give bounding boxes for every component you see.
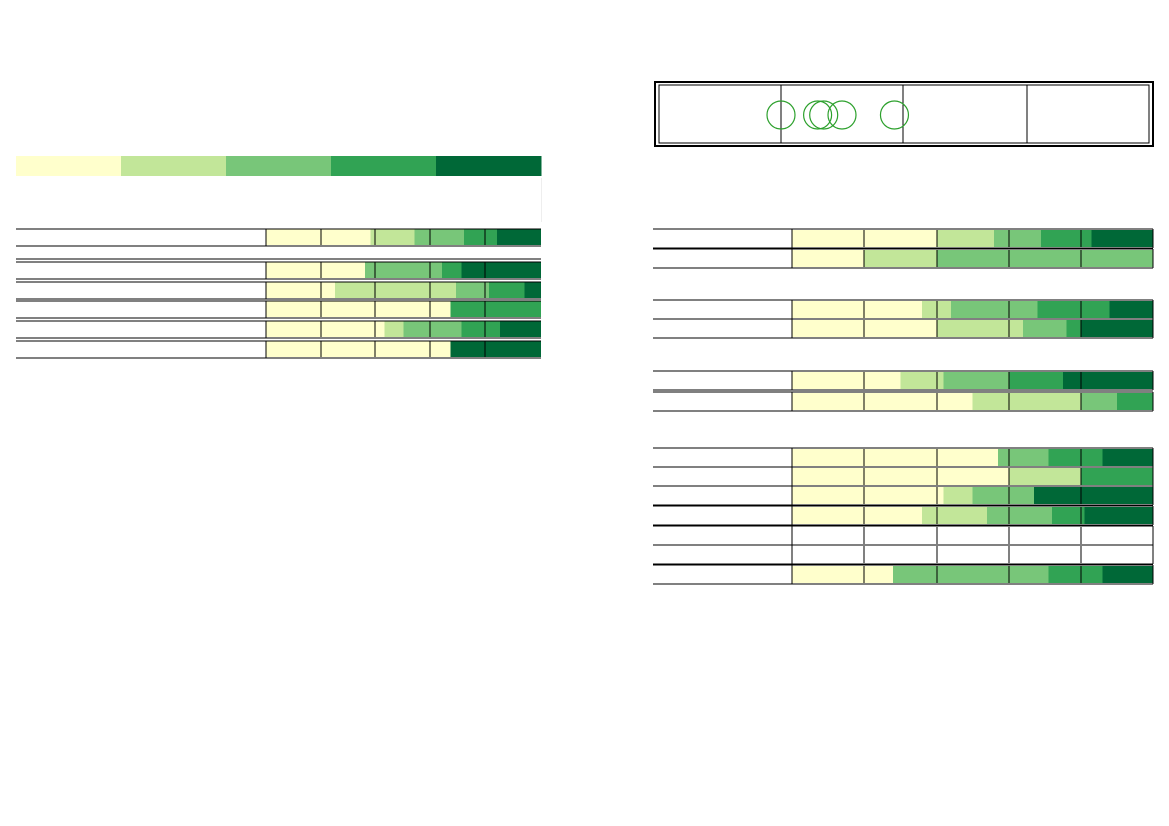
right-bar-g1-r1-segment-4 [1041, 230, 1092, 247]
right-bar-g2-r1-segment-5 [1109, 301, 1153, 318]
right-bar-g4-r2-segment-3 [1080, 468, 1153, 485]
legend-swatch-3 [226, 156, 332, 176]
left-bar-3-segment-1 [266, 262, 365, 278]
right-bar-g4-r7-segment-1 [792, 566, 894, 583]
table-inner-border [658, 84, 1150, 144]
right-bar-g4-r3-segment-3 [972, 487, 1034, 504]
right-bar-g3-r1-segment-1 [792, 372, 901, 389]
left-bar-1-segment-1 [266, 229, 371, 245]
right-bar-g2-r1-segment-4 [1037, 301, 1110, 318]
left-bar-5-segment-2 [450, 301, 541, 317]
left-bar-3-segment-4 [461, 262, 541, 278]
right-bar-g3-r2-segment-1 [792, 393, 973, 410]
right-bar-g4-r4-segment-4 [1051, 507, 1085, 524]
left-bar-3-segment-2 [365, 262, 442, 278]
left-bar-6-segment-3 [403, 321, 462, 337]
left-bar-4-segment-1 [266, 282, 335, 298]
right-bar-g4-r4-segment-2 [921, 507, 987, 524]
table-marker-circle-2 [802, 100, 833, 130]
left-bar-6-segment-5 [499, 321, 541, 337]
right-bar-g4-r1-segment-2 [997, 449, 1049, 466]
right-bar-g3-r2-segment-3 [1080, 393, 1117, 410]
right-bar-g4-r7-segment-4 [1102, 566, 1153, 583]
table-marker-circle-4 [827, 100, 857, 130]
right-bar-g2-r1-segment-1 [792, 301, 922, 318]
right-bar-g2-r2-segment-3 [1023, 320, 1067, 337]
left-bar-4-segment-3 [455, 282, 489, 298]
right-bar-g3-r2-segment-4 [1116, 393, 1153, 410]
left-bar-1-segment-5 [497, 229, 541, 245]
left-bar-3-segment-3 [442, 262, 462, 278]
right-bar-g2-r2-segment-5 [1080, 320, 1153, 337]
right-bar-g1-r1-segment-2 [936, 230, 995, 247]
right-bar-g2-r1-segment-3 [950, 301, 1038, 318]
right-bar-g1-r2-segment-3 [936, 250, 1153, 267]
right-bar-g1-r2-segment-1 [792, 250, 865, 267]
left-bar-1-segment-4 [464, 229, 497, 245]
left-bar-4-segment-5 [524, 282, 541, 298]
right-bar-g4-r2-segment-2 [1008, 468, 1081, 485]
right-bar-g4-r7-segment-2 [893, 566, 1049, 583]
right-bar-g2-r2-segment-4 [1066, 320, 1081, 337]
left-bar-6-segment-1 [266, 321, 385, 337]
left-bar-7-segment-1 [266, 341, 451, 357]
left-bar-1-segment-2 [370, 229, 415, 245]
legend-swatch-4 [331, 156, 437, 176]
table-outer-border [654, 81, 1154, 147]
right-bar-g4-r1-segment-4 [1102, 449, 1153, 466]
right-bar-g4-r1-segment-1 [792, 449, 998, 466]
left-bar-6-segment-2 [384, 321, 404, 337]
right-bar-g3-r2-segment-2 [972, 393, 1081, 410]
right-bar-g4-r7-segment-3 [1048, 566, 1103, 583]
legend-swatch-5 [436, 156, 542, 176]
right-bar-g1-r1-segment-3 [994, 230, 1042, 247]
left-bar-4-segment-4 [488, 282, 525, 298]
right-bar-g1-r1-segment-5 [1091, 230, 1153, 247]
table-marker-circle-5 [879, 100, 910, 130]
right-bar-g4-r3-segment-1 [792, 487, 944, 504]
left-bar-6-segment-4 [461, 321, 500, 337]
right-bar-g1-r2-segment-2 [864, 250, 937, 267]
legend-swatch-2 [121, 156, 227, 176]
right-bar-g4-r4-segment-1 [792, 507, 922, 524]
table-marker-circle-1 [766, 100, 796, 130]
right-bar-g3-r1-segment-3 [943, 372, 1009, 389]
legend-swatch-1 [16, 156, 122, 176]
left-bar-1-segment-3 [414, 229, 464, 245]
right-bar-g4-r4-segment-3 [986, 507, 1052, 524]
left-bar-7-segment-2 [450, 341, 541, 357]
left-bar-4-segment-2 [334, 282, 456, 298]
right-bar-g4-r3-segment-2 [943, 487, 973, 504]
table-marker-circle-3 [809, 100, 839, 130]
right-bar-g4-r3-segment-4 [1033, 487, 1153, 504]
right-bar-g3-r1-segment-4 [1008, 372, 1063, 389]
right-bar-g3-r1-segment-2 [900, 372, 944, 389]
left-bar-5-segment-1 [266, 301, 451, 317]
right-bar-g4-r4-segment-5 [1084, 507, 1153, 524]
right-bar-g2-r2-segment-2 [936, 320, 1024, 337]
right-bar-g2-r1-segment-2 [921, 301, 951, 318]
right-bar-g3-r1-segment-5 [1062, 372, 1153, 389]
right-bar-g4-r2-segment-1 [792, 468, 1009, 485]
right-bar-g4-r1-segment-3 [1048, 449, 1103, 466]
